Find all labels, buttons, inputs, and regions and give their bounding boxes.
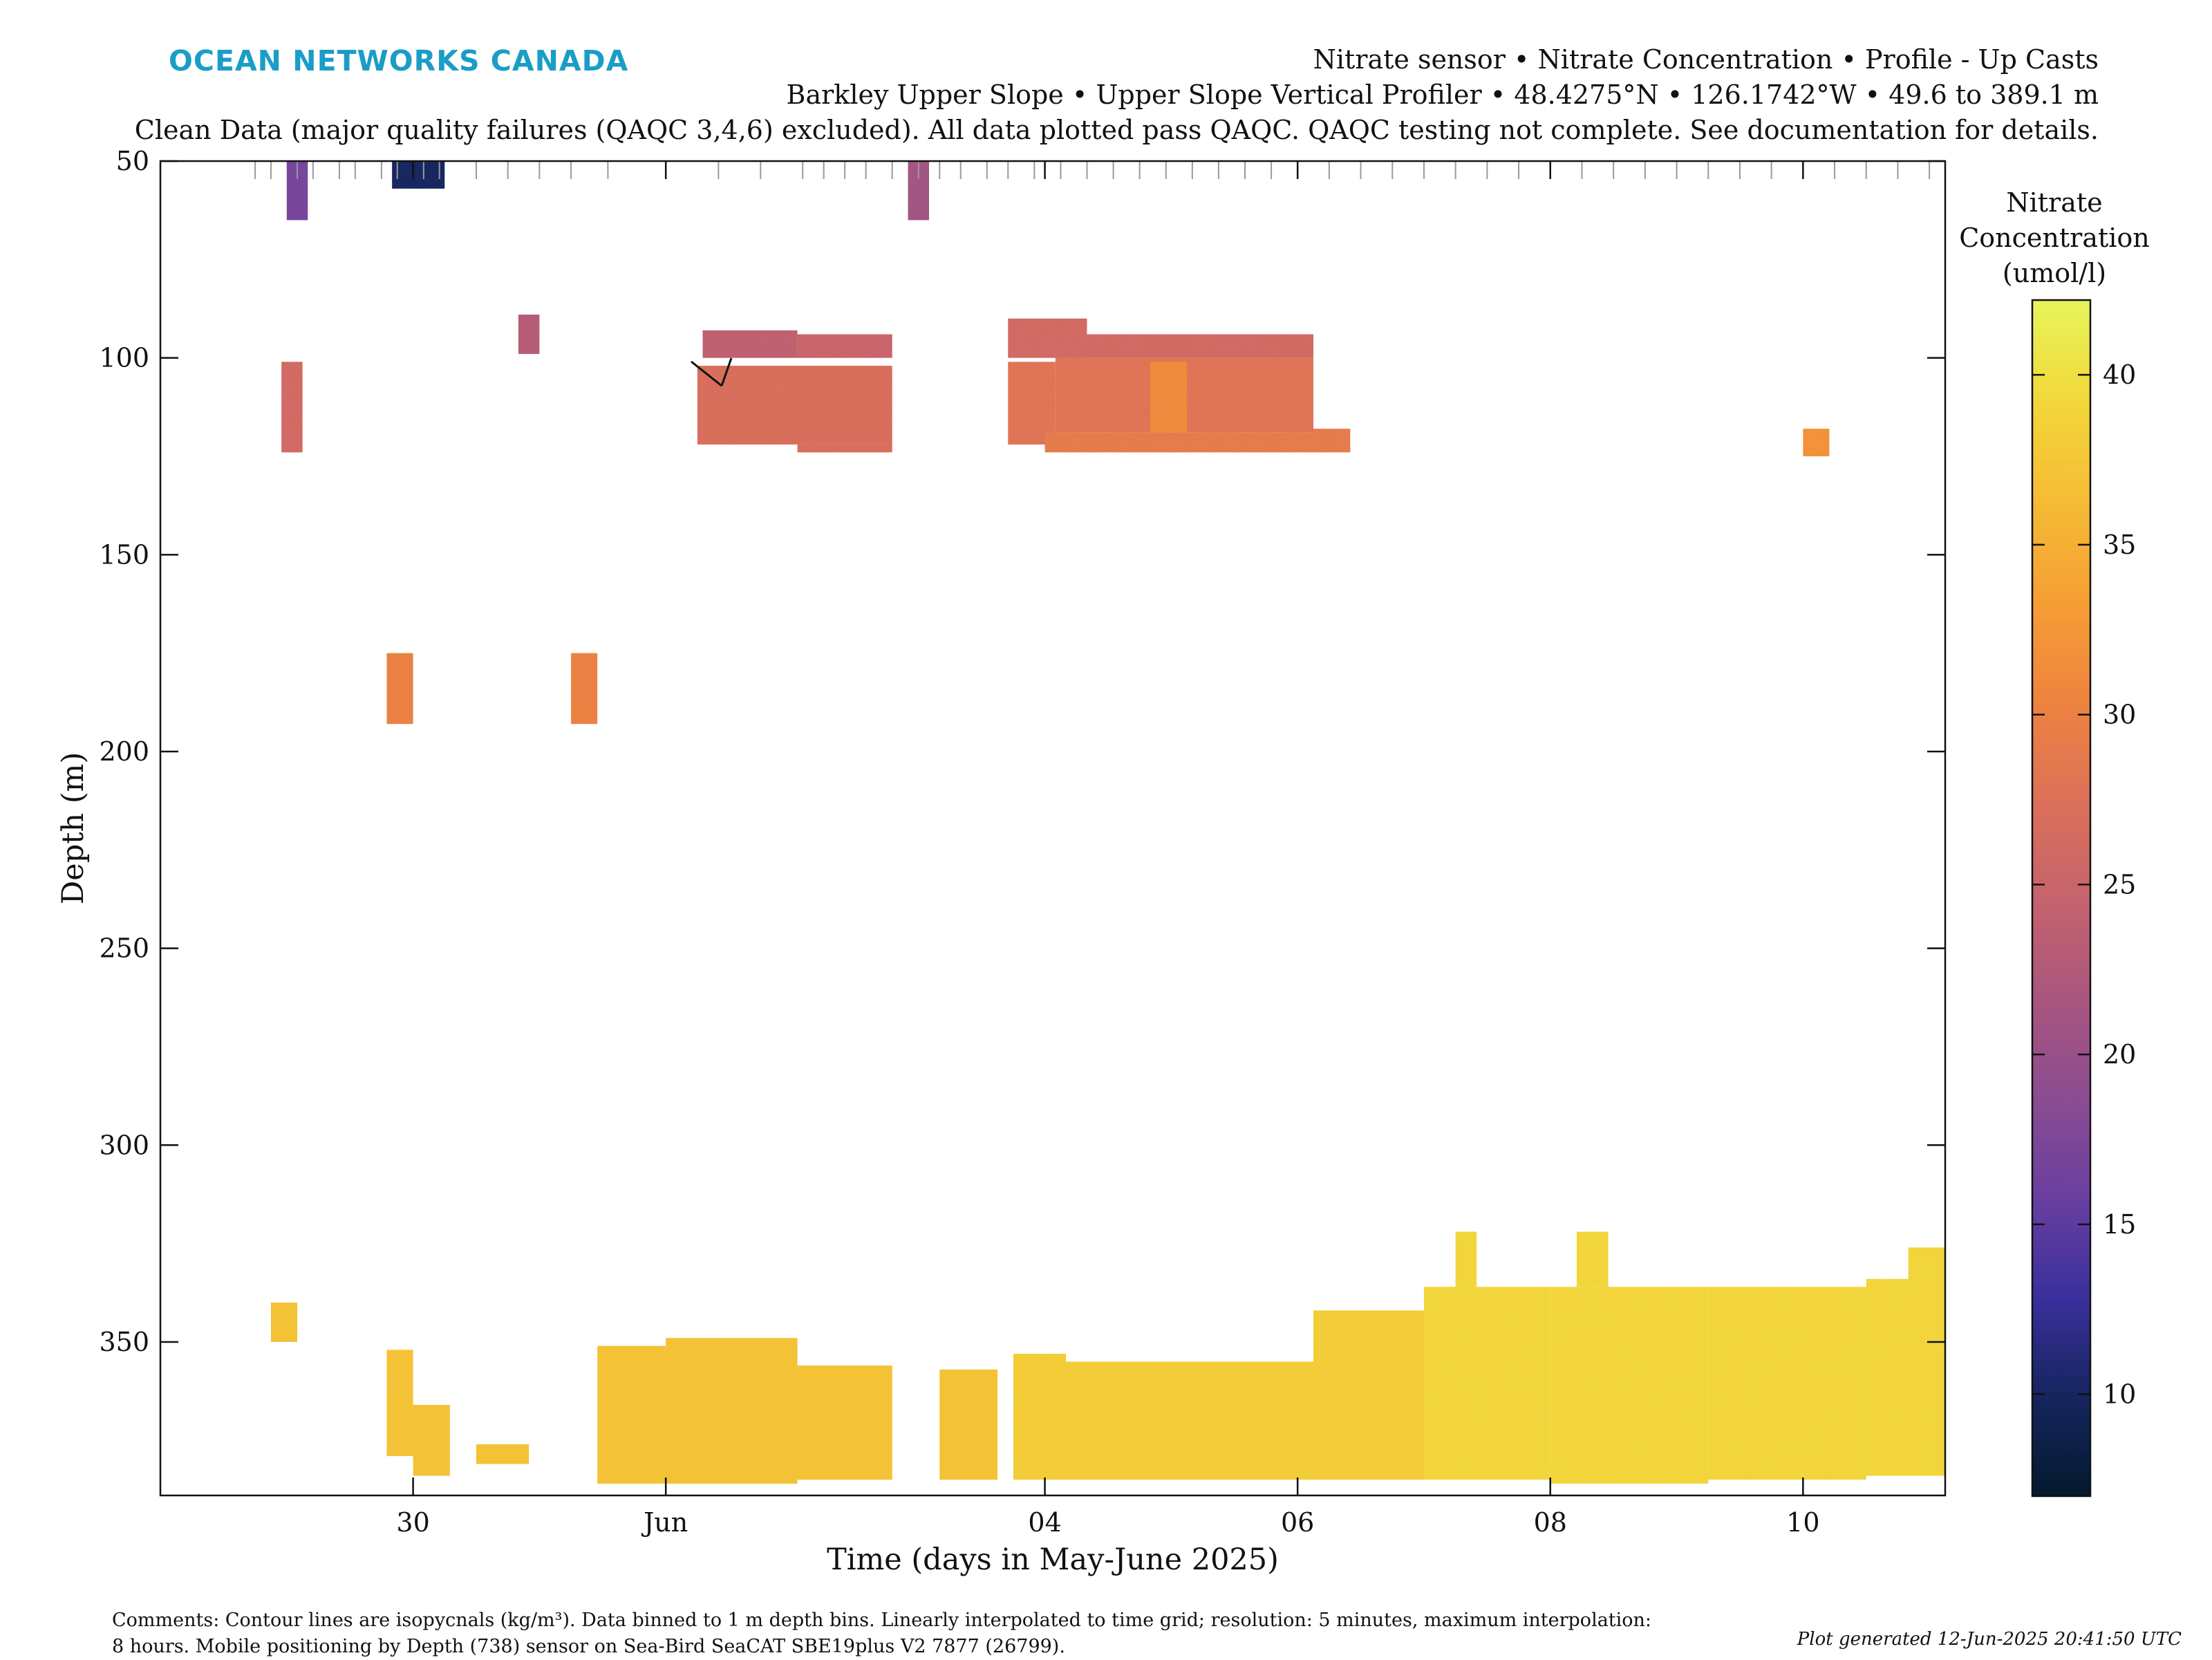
data-bin: [1455, 1231, 1477, 1287]
data-bin: [270, 1303, 298, 1342]
y-tick-label: 50: [116, 146, 149, 176]
comments-line: 8 hours. Mobile positioning by Depth (73…: [112, 1636, 1065, 1657]
colorbar-tick-label: 35: [2103, 530, 2136, 560]
data-bin: [392, 161, 445, 189]
y-axis: 50 100 150 200 250 300 350: [99, 146, 1945, 1357]
x-axis-label: Time (days in May-June 2025): [827, 1542, 1279, 1577]
title-line-3: Clean Data (major quality failures (QAQC…: [134, 115, 2099, 145]
colorbar-title: Nitrate Concentration (umol/l): [1958, 185, 2151, 291]
isopycnal-contour: [691, 360, 722, 387]
data-bin: [697, 366, 892, 445]
colorbar-title-line: Nitrate: [2006, 187, 2103, 218]
data-bin: [1044, 432, 1314, 453]
data-bin: [666, 1338, 798, 1484]
title-line-1: Nitrate sensor • Nitrate Concentration •…: [1313, 44, 2099, 75]
colorbar-tick-label: 10: [2103, 1379, 2136, 1410]
x-axis: 30 Jun 04 06 08 10: [396, 161, 1820, 1538]
colorbar-tick-label: 40: [2103, 360, 2136, 390]
colorbar-tick-label: 30: [2103, 700, 2136, 730]
data-bin: [1055, 334, 1314, 358]
colorbar-tick-label: 20: [2103, 1039, 2136, 1070]
data-bin: [1150, 362, 1188, 433]
y-tick-label: 150: [99, 539, 149, 570]
data-bin: [518, 315, 540, 354]
data-bin: [281, 362, 303, 453]
data-bin: [1008, 362, 1056, 445]
colorbar-tick-label: 25: [2103, 869, 2136, 899]
y-tick-label: 300: [99, 1130, 149, 1160]
data-bin: [1576, 1231, 1609, 1287]
x-tick-label: 04: [1028, 1507, 1061, 1538]
data-bin: [1550, 1287, 1709, 1484]
data-bin: [797, 444, 892, 453]
comments: Comments: Contour lines are isopycnals (…: [112, 1607, 1812, 1660]
data-bin: [702, 330, 798, 358]
data-bin: [571, 653, 598, 725]
data-bin: [1866, 1278, 1945, 1476]
colorbar-title-line: Concentration: [1959, 223, 2150, 253]
y-tick-label: 200: [99, 736, 149, 767]
x-tick-label: Jun: [641, 1507, 688, 1538]
data-bin: [597, 1345, 666, 1484]
comments-line: Comments: Contour lines are isopycnals (…: [112, 1610, 1652, 1631]
y-tick-label: 250: [99, 933, 149, 964]
brand-logo: OCEAN NETWORKS CANADA: [169, 44, 629, 77]
colorbar-tick-label: 15: [2103, 1209, 2136, 1240]
data-bin: [1313, 429, 1351, 453]
data-bins: [270, 161, 1945, 1484]
generated-timestamp: Plot generated 12-Jun-2025 20:41:50 UTC: [1797, 1629, 2182, 1650]
colorbar-title-line: (umol/l): [2002, 258, 2107, 288]
data-bin: [797, 1365, 892, 1480]
data-bin: [1908, 1247, 1945, 1287]
data-bin: [1423, 1287, 1550, 1480]
x-tick-label: 06: [1281, 1507, 1314, 1538]
data-bin: [1708, 1287, 1866, 1480]
x-tick-label: 30: [396, 1507, 429, 1538]
x-tick-label: 08: [1534, 1507, 1567, 1538]
data-bin: [1013, 1354, 1067, 1480]
data-bin: [1803, 429, 1830, 456]
y-axis-label: Depth (m): [56, 752, 91, 904]
x-tick-label: 10: [1786, 1507, 1819, 1538]
isopycnal-contour: [720, 357, 733, 386]
data-bin: [1066, 1361, 1314, 1480]
data-bin: [476, 1444, 529, 1464]
colorbar-axis: 10 15 20 25 30 35 40: [2032, 360, 2136, 1410]
plot-frame: [159, 160, 1947, 1497]
title-line-2: Barkley Upper Slope • Upper Slope Vertic…: [786, 80, 2099, 110]
data-bin: [797, 334, 892, 358]
data-bin: [413, 1405, 450, 1476]
cast-markers: [254, 161, 1931, 179]
y-tick-label: 350: [99, 1327, 149, 1357]
data-bin: [939, 1369, 998, 1480]
data-bin: [386, 653, 413, 725]
y-tick-label: 100: [99, 343, 149, 373]
data-bin: [386, 1350, 413, 1457]
colorbar: [2031, 299, 2092, 1498]
data-bin: [1313, 1310, 1424, 1480]
